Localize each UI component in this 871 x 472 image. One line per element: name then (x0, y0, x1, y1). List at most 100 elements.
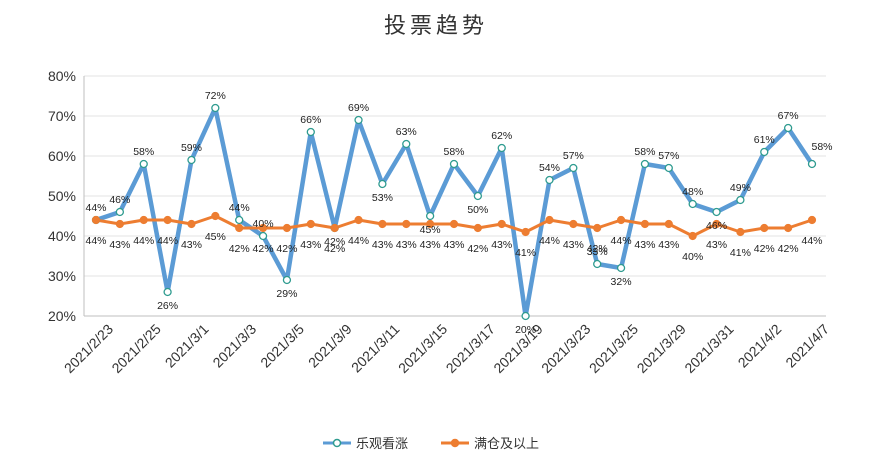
x-tick-label: 2021/4/2 (735, 321, 785, 371)
data-label-optimistic: 44% (229, 202, 250, 214)
data-label-optimistic: 33% (587, 246, 608, 258)
legend-marker-full-position (450, 438, 460, 448)
data-label-optimistic: 53% (372, 192, 393, 204)
point-full-position (807, 215, 817, 225)
chart-title: 投票趋势 (384, 14, 488, 39)
x-tick-label: 2021/3/9 (305, 321, 355, 371)
data-label-full-position: 42% (467, 243, 488, 255)
data-label-full-position: 43% (372, 239, 393, 251)
data-label-optimistic: 48% (682, 186, 703, 198)
data-label-full-position: 41% (515, 247, 536, 259)
data-label-full-position: 42% (229, 243, 250, 255)
data-label-optimistic: 58% (133, 146, 154, 158)
point-full-position (235, 223, 244, 233)
series-line-optimistic (93, 105, 815, 319)
point-full-position (497, 219, 506, 229)
data-label-full-position: 42% (587, 243, 608, 255)
data-label-full-position: 44% (348, 235, 369, 247)
point-optimistic (115, 207, 125, 217)
point-optimistic (211, 103, 220, 113)
point-optimistic (688, 199, 697, 209)
data-label-optimistic: 46% (706, 220, 727, 232)
x-tick-label: 2021/3/3 (209, 321, 259, 371)
data-label-full-position: 43% (563, 239, 584, 251)
data-label-optimistic: 20% (515, 324, 536, 336)
point-full-position (593, 223, 602, 233)
data-label-optimistic: 67% (778, 110, 799, 122)
data-label-optimistic: 63% (396, 126, 417, 138)
point-full-position (426, 219, 435, 229)
point-full-position (736, 227, 745, 237)
point-full-position (521, 227, 530, 237)
point-optimistic (235, 215, 244, 225)
x-tick-label: 2021/2/25 (108, 321, 164, 377)
legend-label-full-position: 满仓及以上 (474, 437, 539, 452)
point-full-position (378, 219, 387, 229)
data-label-full-position: 42% (276, 243, 297, 255)
point-optimistic (187, 155, 196, 165)
data-label-optimistic: 54% (539, 162, 560, 174)
y-tick-label: 30% (48, 268, 76, 284)
x-tick-label: 2021/4/7 (782, 321, 832, 371)
point-full-position (402, 219, 411, 229)
point-full-position (473, 223, 482, 233)
point-optimistic (569, 163, 578, 173)
point-optimistic (736, 195, 745, 205)
data-label-full-position: 43% (300, 239, 321, 251)
x-tick-label: 2021/3/17 (443, 321, 499, 377)
legend[interactable]: 乐观看涨 满仓及以上 (323, 436, 539, 452)
data-label-optimistic: 57% (563, 150, 584, 162)
point-optimistic (616, 263, 626, 273)
data-label-optimistic: 58% (634, 146, 655, 158)
point-optimistic (139, 159, 148, 169)
legend-item-full-position[interactable]: 满仓及以上 (441, 437, 539, 452)
data-label-full-position: 43% (181, 239, 202, 251)
point-full-position (330, 223, 339, 233)
point-full-position (282, 223, 292, 233)
point-optimistic (593, 259, 602, 269)
data-label-full-position: 42% (754, 243, 775, 255)
point-full-position (545, 215, 554, 225)
data-label-full-position: 44% (611, 235, 632, 247)
data-label-full-position: 43% (491, 239, 512, 251)
data-label-full-position: 43% (420, 239, 441, 251)
point-optimistic (425, 211, 435, 221)
point-optimistic (521, 311, 530, 321)
point-optimistic (760, 147, 769, 157)
data-label-optimistic: 40% (253, 218, 274, 230)
series-markers (91, 103, 817, 321)
x-tick-label: 2021/3/31 (681, 321, 737, 377)
data-label-full-position: 43% (658, 239, 679, 251)
data-label-optimistic: 26% (157, 300, 178, 312)
data-label-full-position: 44% (801, 235, 822, 247)
point-optimistic (664, 163, 673, 173)
point-full-position (784, 223, 793, 233)
data-label-optimistic: 72% (205, 90, 226, 102)
data-labels: 44%46%58%26%59%72%44%40%29%66%42%69%53%6… (85, 90, 832, 336)
point-full-position (139, 215, 148, 225)
series-lines (93, 105, 815, 319)
point-optimistic (282, 275, 292, 285)
y-tick-label: 70% (48, 108, 76, 124)
data-label-optimistic: 59% (181, 142, 202, 154)
x-tick-label: 2021/3/5 (257, 321, 307, 371)
data-label-optimistic: 46% (109, 194, 130, 206)
x-tick-label: 2021/2/23 (61, 321, 117, 377)
x-axis-ticks: 2021/2/232021/2/252021/3/12021/3/32021/3… (61, 321, 833, 377)
legend-marker-optimistic (332, 438, 342, 448)
point-optimistic (354, 115, 363, 125)
point-full-position (115, 219, 124, 229)
data-label-optimistic: 29% (276, 288, 297, 300)
legend-item-optimistic[interactable]: 乐观看涨 (323, 436, 408, 452)
y-tick-label: 60% (48, 148, 76, 164)
point-full-position (569, 219, 578, 229)
x-tick-label: 2021/3/15 (395, 321, 451, 377)
point-full-position (306, 219, 315, 229)
data-label-full-position: 44% (133, 235, 154, 247)
data-label-full-position: 43% (706, 239, 727, 251)
data-label-optimistic: 69% (348, 102, 369, 114)
point-full-position (664, 219, 673, 229)
x-tick-label: 2021/3/25 (586, 321, 642, 377)
